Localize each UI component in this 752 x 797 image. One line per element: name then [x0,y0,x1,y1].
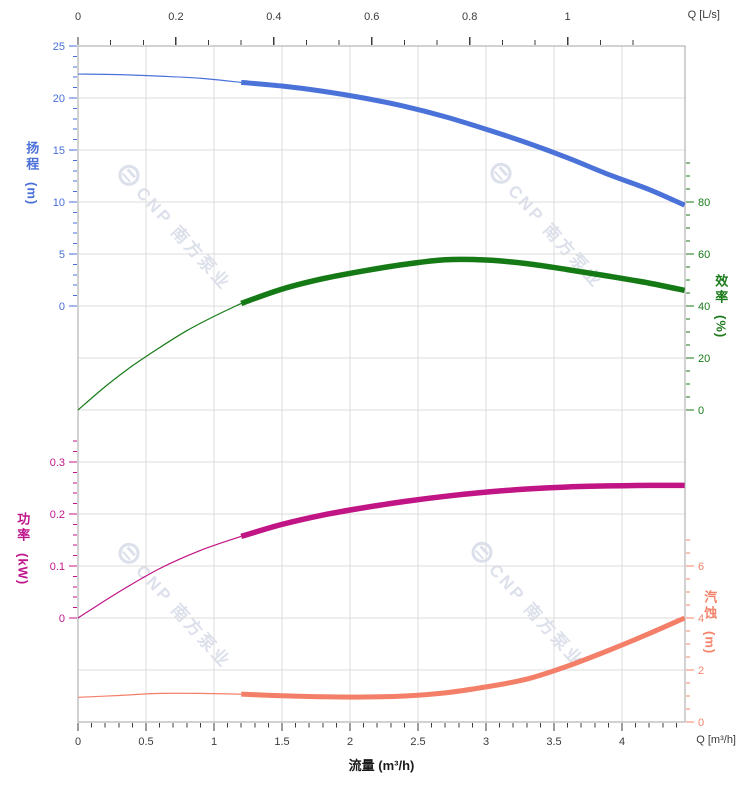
efficiency-tick-label: 0 [698,405,704,417]
npsh-tick-label: 0 [698,717,704,729]
npsh-tick-label: 6 [698,561,704,573]
top-axis-tick-label: 0.2 [168,11,183,23]
power-tick-label: 0.1 [50,561,65,573]
head-tick-label: 25 [53,41,65,53]
efficiency-tick-label: 20 [698,353,710,365]
head-axis-unit-text: (m) [24,182,40,206]
npsh-tick-label: 4 [698,613,704,625]
bottom-axis-tick-label: 3 [483,736,489,748]
head-tick-label: 0 [59,301,65,313]
efficiency-tick-label: 60 [698,249,710,261]
efficiency-tick-label: 80 [698,197,710,209]
bottom-axis-tick-label: 4 [619,736,625,748]
top-axis-tick-label: 0 [75,11,81,23]
head-axis-title: 扬程 (m) [23,141,39,205]
bottom-axis-tick-label: 1.5 [274,736,289,748]
power-axis-title-text: 功率 [15,512,31,544]
bottom-axis-tick-label: 3.5 [546,736,561,748]
head-curve [240,79,686,208]
power-axis-title: 功率 (kW) [14,512,30,585]
top-axis-unit-label: Q [L/s] [687,9,720,21]
power-tick-label: 0.2 [50,509,65,521]
power-axis-unit-text: (kW) [15,553,31,586]
bottom-axis-tick-label: 1 [211,736,217,748]
head-curve-thin [77,73,242,83]
power-curve-thin [77,535,242,619]
efficiency-axis-unit-text: (%) [713,315,729,339]
head-tick-label: 5 [59,249,65,261]
efficiency-axis-title-text: 效率 [713,274,729,306]
npsh-curve-thin [77,692,242,698]
npsh-curve [241,615,686,700]
head-tick-label: 20 [53,93,65,105]
npsh-axis-title: 汽蚀 (m) [701,590,717,654]
bottom-axis-unit-label: Q [m³/h] [696,734,736,746]
top-axis-tick-label: 1 [565,11,571,23]
bottom-axis-tick-label: 0 [75,736,81,748]
bottom-axis-tick-label: 2 [347,736,353,748]
top-axis-tick-label: 0.8 [462,11,477,23]
head-tick-label: 10 [53,197,65,209]
top-axis-tick-label: 0.4 [266,11,281,23]
head-axis-title-text: 扬程 [24,141,40,173]
power-tick-label: 0 [59,613,65,625]
plot-border [77,45,686,723]
power-curve [240,482,685,539]
bottom-axis-tick-label: 2.5 [410,736,425,748]
top-axis-tick-label: 0.6 [364,11,379,23]
efficiency-tick-label: 40 [698,301,710,313]
bottom-axis-title: 流量 (m³/h) [348,758,415,773]
head-tick-label: 15 [53,145,65,157]
npsh-axis-unit-text: (m) [702,631,718,655]
power-tick-label: 0.3 [50,457,65,469]
npsh-tick-label: 2 [698,665,704,677]
efficiency-axis-title: 效率 (%) [712,274,728,338]
efficiency-curve [240,256,686,306]
efficiency-curve-thin [77,302,242,411]
bottom-axis-tick-label: 0.5 [138,736,153,748]
npsh-axis-title-text: 汽蚀 [702,590,718,622]
